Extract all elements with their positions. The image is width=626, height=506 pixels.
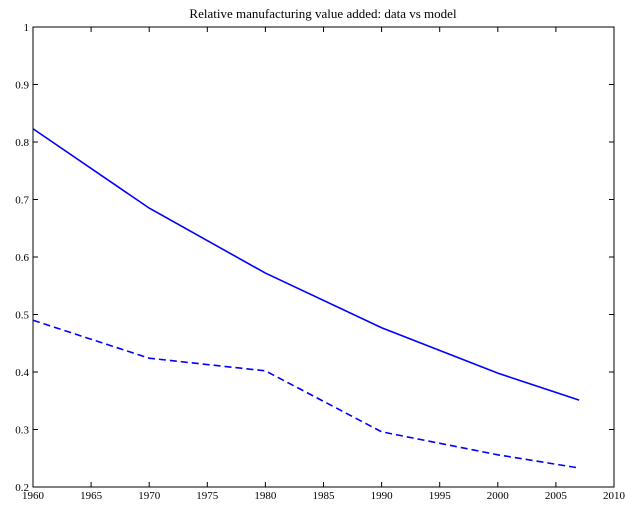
x-tick-label: 1970 — [138, 490, 161, 502]
x-tick-label: 1975 — [196, 490, 219, 502]
x-tick-label: 1985 — [313, 490, 336, 502]
x-tick-label: 1980 — [254, 490, 277, 502]
y-tick-label: 0.2 — [15, 482, 29, 494]
y-tick-label: 0.5 — [15, 310, 29, 322]
y-tick-label: 0.3 — [15, 425, 29, 437]
x-tick-label: 1995 — [429, 490, 452, 502]
x-tick-label: 2010 — [603, 490, 626, 502]
x-tick-label: 1965 — [80, 490, 103, 502]
y-tick-label: 0.9 — [15, 80, 29, 92]
y-tick-label: 0.7 — [15, 195, 29, 207]
plot-frame — [32, 26, 615, 488]
x-tick-label: 2000 — [487, 490, 510, 502]
series-line — [32, 319, 580, 469]
y-tick-label: 0.4 — [15, 367, 29, 379]
x-tick-label: 1990 — [371, 490, 394, 502]
y-tick-label: 0.6 — [15, 252, 29, 264]
series-line — [32, 128, 580, 401]
x-tick-label: 2005 — [545, 490, 568, 502]
chart-title: Relative manufacturing value added: data… — [189, 6, 457, 21]
y-tick-label: 1 — [24, 22, 30, 34]
y-tick-label: 0.8 — [15, 137, 29, 149]
x-tick-label: 1960 — [22, 490, 45, 502]
